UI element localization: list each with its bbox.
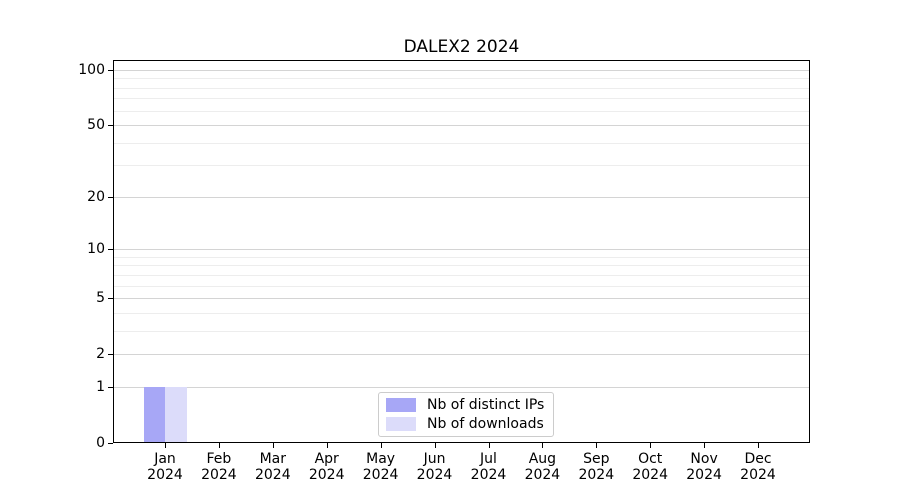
minor-gridline (113, 110, 810, 112)
y-tick-label: 50 (87, 117, 105, 133)
major-gridline (113, 69, 810, 71)
x-tick-year: 2024 (470, 467, 507, 483)
minor-gridline (113, 274, 810, 276)
y-tick-mark (108, 298, 113, 300)
y-tick-label: 2 (96, 346, 105, 363)
major-gridline (113, 249, 810, 251)
x-tick-label: Sep 2024 (569, 451, 623, 483)
x-tick-mark (272, 443, 274, 448)
x-tick-mark (542, 443, 544, 448)
x-tick-mark (704, 443, 706, 448)
chart-title: DALEX2 2024 (403, 37, 520, 57)
minor-gridline (113, 142, 810, 144)
major-gridline (113, 354, 810, 356)
x-tick-month: Jan (154, 451, 176, 467)
x-tick-year: 2024 (362, 467, 399, 483)
x-tick-mark (165, 443, 166, 448)
x-tick-label: Jun 2024 (408, 451, 462, 483)
x-tick-month: May (366, 451, 396, 467)
x-tick-month: Jun (423, 451, 446, 467)
y-tick-mark (108, 69, 113, 71)
grid-layer (113, 60, 810, 443)
minor-gridline (113, 330, 810, 332)
x-tick-mark (218, 443, 220, 448)
x-tick-label: Jul 2024 (462, 451, 516, 483)
x-tick-label: May 2024 (354, 451, 408, 483)
y-tick-label: 100 (78, 61, 105, 78)
legend-swatch (386, 417, 416, 431)
major-gridline (113, 386, 810, 388)
x-tick-month: Feb (206, 451, 232, 467)
y-tick-mark (108, 196, 113, 198)
x-tick-year: 2024 (524, 467, 561, 483)
x-tick-month: Jul (480, 451, 497, 467)
minor-gridline (113, 165, 810, 167)
y-tick-label: 20 (87, 188, 105, 205)
legend-item-label: Nb of distinct IPs (427, 397, 545, 413)
minor-gridline (113, 87, 810, 89)
legend-swatch (386, 398, 416, 412)
minor-gridline (113, 312, 810, 314)
x-tick-label: Apr 2024 (300, 451, 354, 483)
x-tick-mark (758, 443, 759, 448)
minor-gridline (113, 98, 810, 100)
x-tick-mark (650, 443, 652, 448)
x-tick-label: Nov 2024 (677, 451, 731, 483)
x-tick-month: Sep (583, 451, 610, 467)
y-tick-label: 1 (96, 378, 105, 395)
x-tick-mark (488, 443, 490, 448)
major-gridline (113, 125, 810, 126)
x-tick-year: 2024 (254, 467, 291, 483)
x-tick-month: Dec (744, 451, 772, 467)
major-gridline (113, 196, 810, 198)
x-tick-mark (326, 443, 328, 448)
x-tick-label: Mar 2024 (246, 451, 300, 483)
minor-gridline (113, 285, 810, 287)
x-tick-mark (380, 443, 382, 448)
y-tick-mark (108, 125, 113, 126)
legend-item: Nb of distinct IPs (386, 397, 544, 413)
x-tick-label: Jan 2024 (138, 451, 192, 483)
x-tick-year: 2024 (686, 467, 722, 483)
legend-item-label: Nb of downloads (427, 416, 544, 432)
x-tick-month: Apr (314, 451, 339, 467)
x-tick-label: Aug 2024 (515, 451, 569, 483)
y-tick-label: 0 (96, 435, 105, 451)
bar-nb-of-distinct-ips (143, 386, 165, 443)
legend: Nb of distinct IPs Nb of downloads (378, 392, 555, 437)
legend-item: Nb of downloads (386, 416, 544, 432)
x-tick-label: Oct 2024 (623, 451, 677, 483)
y-tick-mark (108, 249, 113, 251)
bar-nb-of-downloads (165, 386, 187, 443)
x-tick-year: 2024 (740, 467, 776, 483)
x-tick-label: Dec 2024 (731, 451, 785, 483)
minor-gridline (113, 256, 810, 258)
x-tick-month: Aug (528, 451, 557, 467)
x-tick-month: Oct (638, 451, 663, 467)
x-tick-month: Nov (690, 451, 718, 467)
x-tick-label: Feb 2024 (192, 451, 246, 483)
minor-gridline (113, 265, 810, 267)
plot-area (113, 60, 810, 443)
x-tick-year: 2024 (578, 467, 615, 483)
x-tick-year: 2024 (147, 467, 183, 483)
x-tick-mark (434, 443, 436, 448)
x-tick-year: 2024 (632, 467, 668, 483)
y-tick-mark (108, 443, 113, 444)
x-tick-year: 2024 (308, 467, 345, 483)
y-tick-mark (108, 354, 113, 356)
y-tick-label: 5 (96, 290, 105, 307)
x-tick-month: Mar (259, 451, 286, 467)
x-tick-year: 2024 (416, 467, 453, 483)
y-tick-label: 10 (87, 241, 105, 258)
y-tick-mark (108, 386, 113, 388)
minor-gridline (113, 78, 810, 80)
x-tick-year: 2024 (201, 467, 237, 483)
major-gridline (113, 298, 810, 300)
x-tick-mark (596, 443, 598, 448)
bar-layer (113, 60, 810, 443)
